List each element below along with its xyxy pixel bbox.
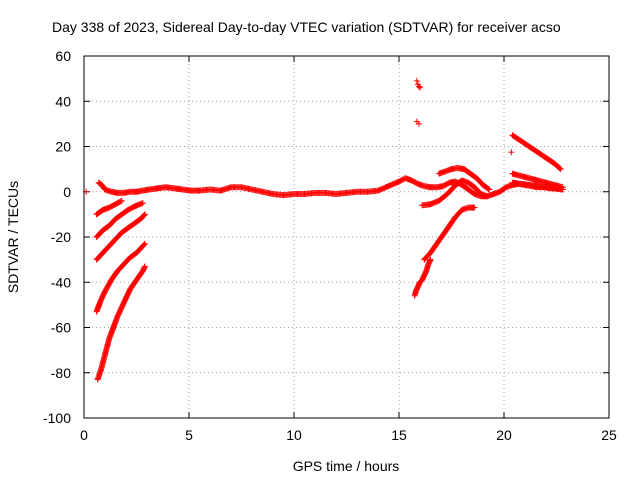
axis-ticks: 0 5 10 15 20 25 -100 -80 -60 -40 -20 0 20 40 60 xyxy=(43,48,617,443)
data-point-diag-arc xyxy=(557,166,564,173)
plot-frame xyxy=(83,55,610,419)
y-tick-label: 0 xyxy=(63,184,71,200)
data-point-early-arc-d xyxy=(141,241,148,248)
x-tick-label: 10 xyxy=(286,427,302,443)
x-tick-label: 5 xyxy=(185,427,193,443)
grid xyxy=(84,56,609,418)
y-tick-label: -40 xyxy=(51,274,71,290)
data-point-spike-pos xyxy=(413,77,420,84)
data-point-isolated xyxy=(508,149,515,156)
y-tick-label: -80 xyxy=(51,365,71,381)
data-point-late-arc-b xyxy=(559,186,566,193)
data-point-spike-pos xyxy=(417,84,423,91)
y-tick-label: 40 xyxy=(55,93,71,109)
data-point-spike-pos xyxy=(415,83,422,90)
x-tick-label: 0 xyxy=(80,427,88,443)
data-point-spike-pos xyxy=(415,120,422,127)
y-tick-label: -100 xyxy=(43,410,71,426)
data-point-upper-arc xyxy=(486,186,493,193)
data-marks xyxy=(83,77,566,383)
data-point-spike-neg xyxy=(427,256,434,263)
data-point-diag-arc xyxy=(556,165,563,172)
chart-title: Day 338 of 2023, Sidereal Day-to-day VTE… xyxy=(52,19,561,35)
x-tick-label: 15 xyxy=(391,427,407,443)
data-point-early-arc-e xyxy=(141,263,148,270)
data-point-upper-arc xyxy=(485,185,492,192)
data-point-early-arc-b xyxy=(139,200,146,207)
y-tick-label: -60 xyxy=(51,320,71,336)
data-point-early-arc-a xyxy=(118,197,125,204)
x-tick-label: 25 xyxy=(601,427,617,443)
data-point-mid-arc xyxy=(484,193,491,200)
x-axis-label: GPS time / hours xyxy=(293,458,400,474)
y-tick-label: 60 xyxy=(55,48,71,64)
y-axis-label: SDTVAR / TECUs xyxy=(5,181,21,293)
y-tick-label: 20 xyxy=(55,139,71,155)
data-point-early-arc-c xyxy=(141,212,148,219)
data-point-early-arc-a xyxy=(117,198,124,205)
data-point-rising-arc xyxy=(471,204,478,211)
y-tick-label: -20 xyxy=(51,229,71,245)
x-tick-label: 20 xyxy=(496,427,512,443)
data-point-early-arc-d xyxy=(141,240,148,247)
data-point-early-arc-c xyxy=(141,211,148,218)
